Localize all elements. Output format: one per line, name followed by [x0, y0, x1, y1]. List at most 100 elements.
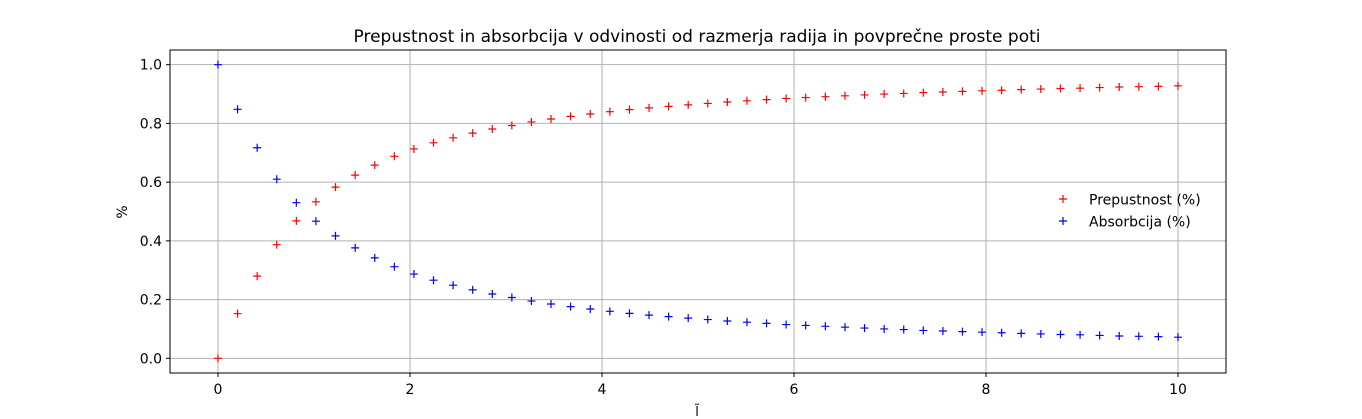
x-tick-label: 6 — [790, 382, 799, 398]
plot-frame — [169, 49, 1227, 374]
x-tick-label: 10 — [1169, 382, 1187, 398]
data-point — [645, 103, 654, 112]
data-point — [1174, 81, 1182, 90]
x-tick-label: 8 — [982, 382, 991, 398]
data-point — [253, 143, 262, 152]
data-point — [488, 290, 497, 299]
data-point — [742, 96, 751, 105]
data-point — [938, 327, 947, 336]
data-point — [1115, 332, 1124, 341]
data-point — [292, 198, 301, 207]
data-point — [782, 320, 791, 329]
legend-marker-prepustnost — [1059, 195, 1067, 203]
data-points — [214, 60, 1182, 363]
data-point — [449, 281, 458, 290]
data-point — [351, 171, 360, 180]
grid — [170, 50, 1226, 373]
data-point — [762, 319, 771, 328]
data-point — [586, 304, 595, 313]
x-tick-label: 4 — [598, 382, 607, 398]
data-point — [742, 318, 751, 327]
data-point — [429, 276, 438, 285]
data-point — [351, 243, 360, 252]
data-point — [390, 152, 399, 161]
data-point — [723, 317, 732, 326]
data-point — [507, 293, 516, 302]
data-point — [762, 95, 771, 104]
data-point — [997, 86, 1006, 95]
y-axis-label: % — [115, 205, 131, 218]
series-absorbcija — [214, 60, 1182, 342]
data-point — [1076, 330, 1085, 339]
data-point — [1036, 85, 1045, 94]
data-point — [370, 253, 379, 262]
data-point — [625, 105, 634, 114]
data-point — [586, 110, 595, 119]
data-point — [409, 270, 418, 279]
data-point — [214, 354, 222, 363]
data-point — [899, 325, 908, 334]
data-point — [390, 262, 399, 271]
data-point — [664, 102, 673, 111]
data-point — [821, 322, 830, 331]
data-point — [645, 311, 654, 320]
data-point — [253, 272, 262, 281]
data-point — [468, 285, 477, 294]
data-point — [233, 105, 242, 114]
data-point — [547, 115, 556, 124]
data-point — [449, 133, 458, 142]
data-point — [1056, 84, 1065, 93]
data-point — [821, 92, 830, 101]
legend-entry-absorbcija: Absorbcija (%) — [1059, 215, 1191, 231]
data-point — [488, 124, 497, 133]
data-point — [605, 307, 614, 316]
data-point — [1134, 82, 1143, 91]
data-point — [919, 326, 928, 335]
data-point — [899, 89, 908, 98]
data-point — [1056, 330, 1065, 339]
data-point — [1134, 332, 1143, 341]
data-point — [723, 97, 732, 106]
legend-label-prepustnost: Prepustnost (%) — [1089, 193, 1201, 209]
data-point — [1095, 83, 1104, 92]
legend-label-absorbcija: Absorbcija (%) — [1089, 215, 1191, 231]
data-point — [684, 100, 693, 109]
data-point — [1154, 82, 1163, 91]
data-point — [272, 240, 281, 249]
data-point — [860, 324, 869, 333]
data-point — [547, 299, 556, 308]
data-point — [214, 60, 222, 69]
data-point — [331, 183, 340, 192]
y-tick-label: 0.8 — [140, 116, 162, 132]
data-point — [684, 314, 693, 323]
data-point — [468, 129, 477, 138]
legend: Prepustnost (%) Absorbcija (%) — [1059, 193, 1201, 231]
data-point — [1076, 84, 1085, 93]
data-point — [958, 327, 967, 336]
data-point — [370, 161, 379, 170]
data-point — [997, 328, 1006, 337]
data-point — [703, 99, 712, 108]
chart-title: Prepustnost in absorbcija v odvinosti od… — [354, 27, 1041, 47]
data-point — [840, 323, 849, 332]
data-point — [1095, 331, 1104, 340]
x-axis-ticks: 0 2 4 6 8 10 — [214, 373, 1187, 398]
data-point — [311, 217, 320, 226]
data-point — [233, 309, 242, 318]
data-point — [272, 175, 281, 184]
y-tick-label: 0.4 — [140, 234, 162, 250]
data-point — [958, 87, 967, 96]
legend-entry-prepustnost: Prepustnost (%) — [1059, 193, 1201, 209]
data-point — [429, 138, 438, 147]
data-point — [527, 297, 536, 306]
data-point — [938, 87, 947, 96]
data-point — [507, 121, 516, 130]
x-tick-label: 2 — [406, 382, 415, 398]
data-point — [703, 315, 712, 324]
data-point — [782, 94, 791, 103]
data-point — [1115, 82, 1124, 91]
data-point — [409, 144, 418, 153]
y-tick-label: 0.0 — [140, 351, 162, 367]
data-point — [664, 312, 673, 321]
